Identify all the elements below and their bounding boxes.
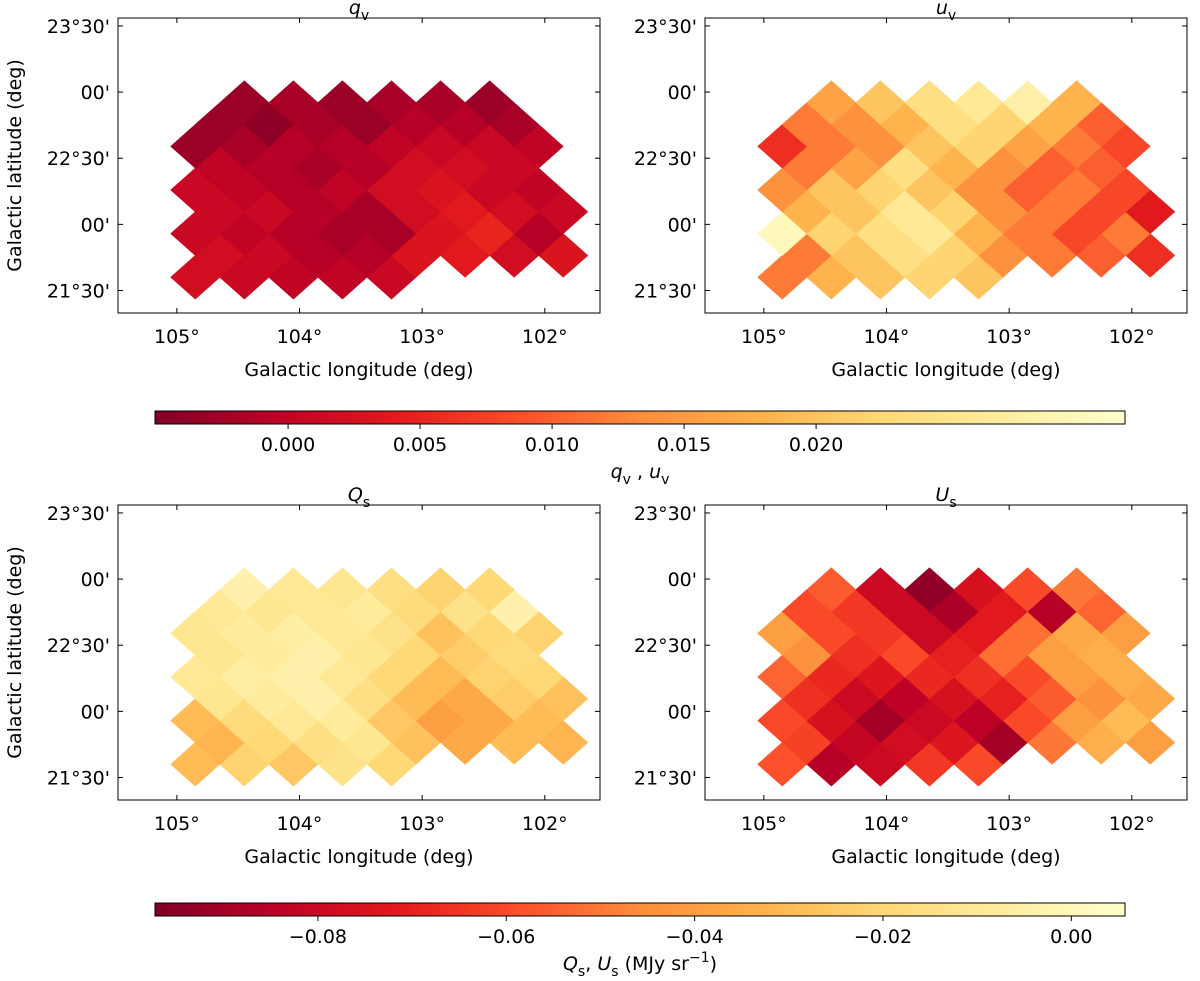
label-part: , [631,461,649,483]
colorbar-label: Qs, Us (MJy sr−1) [563,950,717,980]
x-tick-label: 103° [986,813,1032,835]
heatmap-panel [757,80,1176,300]
label-part: U [935,484,949,506]
colorbar-tick-label: −0.06 [477,926,535,948]
label-part: Q [563,953,578,975]
label-part: (MJy sr [619,953,690,975]
colorbar-tick-label: −0.08 [289,926,347,948]
y-tick-label: 00' [81,82,110,104]
colorbar-label: qv , uv [611,461,670,488]
colorbar-tick-label: 0.015 [657,434,711,456]
label-part: , [585,953,597,975]
label-part: ) [710,953,717,975]
colorbar-tick-label: 0.00 [1050,926,1092,948]
y-tick-label: 00' [668,701,697,723]
y-tick-label: 22°30' [47,148,110,170]
y-tick-label: 22°30' [634,635,697,657]
y-tick-label: 21°30' [634,768,697,790]
axes-frame [117,504,601,801]
colorbar-tick-label: 0.005 [393,434,447,456]
y-tick-label: 00' [668,82,697,104]
label-part: −1 [689,950,710,966]
colorbar-tick-label: −0.04 [666,926,724,948]
label-part: s [578,964,585,980]
y-tick-label: 23°30' [47,503,110,525]
label-part: Q [348,484,363,506]
y-tick-label: 00' [81,214,110,236]
label-part: U [597,953,611,975]
heatmap-panel [170,567,589,787]
panel-title: Qs [348,484,370,511]
x-axis-label: Galactic longitude (deg) [831,359,1060,381]
pixel-cell [1051,80,1102,125]
label-part: v [623,472,631,488]
x-axis-label: Galactic longitude (deg) [244,359,473,381]
colorbar-tick-label: 0.000 [261,434,315,456]
heatmap-panel [170,80,589,300]
label-part: q [349,0,361,19]
x-tick-label: 105° [154,326,200,348]
x-tick-label: 104° [277,326,323,348]
pixel-cell [1051,567,1102,612]
panel-title: uv [936,0,956,24]
y-tick-label: 22°30' [47,635,110,657]
x-tick-label: 102° [1109,813,1155,835]
x-tick-label: 103° [399,326,445,348]
x-axis-label: Galactic longitude (deg) [831,846,1060,868]
y-tick-label: 00' [668,214,697,236]
label-part: s [949,495,956,511]
colorbar [154,902,1126,917]
colorbar-tick-label: 0.010 [525,434,579,456]
axes-frame [704,17,1188,314]
label-part: v [361,8,369,24]
y-tick-label: 21°30' [47,768,110,790]
x-tick-label: 104° [277,813,323,835]
y-tick-label: 00' [668,569,697,591]
colorbar-tick-label: −0.02 [854,926,912,948]
y-axis-label: Galactic latitude (deg) [4,546,26,759]
panel-title: qv [349,0,369,24]
x-tick-label: 102° [522,326,568,348]
heatmap-panel [757,567,1176,787]
y-tick-label: 22°30' [634,148,697,170]
label-part: u [936,0,948,19]
label-part: u [649,461,661,483]
pixel-cell [464,567,515,612]
x-tick-label: 103° [399,813,445,835]
y-tick-label: 23°30' [634,503,697,525]
label-part: q [611,461,623,483]
y-axis-label: Galactic latitude (deg) [4,59,26,272]
x-tick-label: 104° [864,326,910,348]
y-tick-label: 00' [81,569,110,591]
x-tick-label: 105° [741,813,787,835]
x-axis-label: Galactic longitude (deg) [244,846,473,868]
label-part: s [611,964,618,980]
colorbar-tick-label: 0.020 [789,434,843,456]
x-tick-label: 102° [1109,326,1155,348]
x-tick-label: 104° [864,813,910,835]
y-tick-label: 23°30' [634,16,697,38]
y-tick-label: 21°30' [47,281,110,303]
y-tick-label: 00' [81,701,110,723]
x-tick-label: 105° [154,813,200,835]
x-tick-label: 102° [522,813,568,835]
axes-frame [117,17,601,314]
colorbar [154,410,1126,425]
label-part: v [661,472,669,488]
label-part: v [948,8,956,24]
axes-frame [704,504,1188,801]
x-tick-label: 105° [741,326,787,348]
y-tick-label: 23°30' [47,16,110,38]
label-part: s [363,495,370,511]
pixel-cell [464,80,515,125]
x-tick-label: 103° [986,326,1032,348]
panel-title: Us [935,484,956,511]
y-tick-label: 21°30' [634,281,697,303]
